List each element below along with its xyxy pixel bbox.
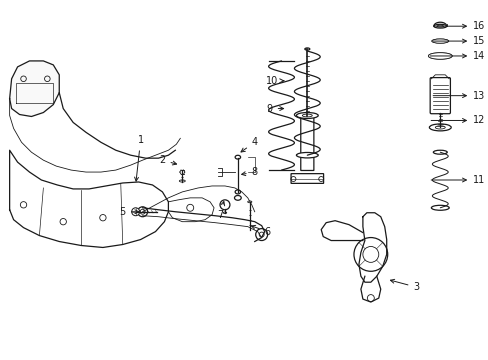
Text: 16: 16: [435, 21, 484, 31]
Text: 6: 6: [251, 225, 270, 237]
Text: 4: 4: [241, 137, 257, 152]
Ellipse shape: [234, 195, 241, 200]
Ellipse shape: [304, 48, 309, 50]
Ellipse shape: [179, 180, 185, 182]
Text: 1: 1: [134, 135, 143, 181]
Ellipse shape: [434, 126, 445, 129]
Ellipse shape: [296, 153, 318, 158]
Ellipse shape: [430, 205, 448, 210]
Text: 14: 14: [429, 51, 484, 61]
Text: 13: 13: [432, 91, 484, 101]
Ellipse shape: [137, 207, 147, 217]
FancyBboxPatch shape: [429, 78, 449, 114]
Text: 5: 5: [120, 207, 139, 217]
Ellipse shape: [296, 113, 318, 118]
Ellipse shape: [437, 112, 442, 113]
Text: 8: 8: [241, 167, 257, 177]
Ellipse shape: [235, 155, 240, 159]
Ellipse shape: [431, 39, 448, 43]
Ellipse shape: [432, 150, 447, 154]
Circle shape: [131, 208, 140, 216]
FancyBboxPatch shape: [290, 174, 323, 183]
FancyBboxPatch shape: [300, 115, 313, 171]
Text: 15: 15: [432, 36, 485, 46]
Ellipse shape: [140, 209, 145, 214]
Ellipse shape: [235, 190, 240, 194]
Text: 10: 10: [265, 76, 283, 86]
Text: 11: 11: [430, 175, 484, 185]
Ellipse shape: [436, 25, 443, 27]
Text: 7: 7: [217, 202, 224, 220]
Polygon shape: [10, 61, 59, 117]
Ellipse shape: [428, 124, 450, 131]
Text: 2: 2: [159, 155, 176, 165]
Ellipse shape: [427, 53, 451, 59]
Ellipse shape: [302, 114, 312, 117]
Ellipse shape: [247, 201, 251, 203]
Circle shape: [255, 229, 267, 240]
Ellipse shape: [223, 212, 226, 213]
Ellipse shape: [433, 24, 446, 28]
Text: 9: 9: [266, 104, 283, 113]
Circle shape: [220, 200, 229, 210]
Circle shape: [259, 232, 264, 237]
Text: 12: 12: [430, 116, 485, 126]
Text: 3: 3: [389, 279, 419, 292]
